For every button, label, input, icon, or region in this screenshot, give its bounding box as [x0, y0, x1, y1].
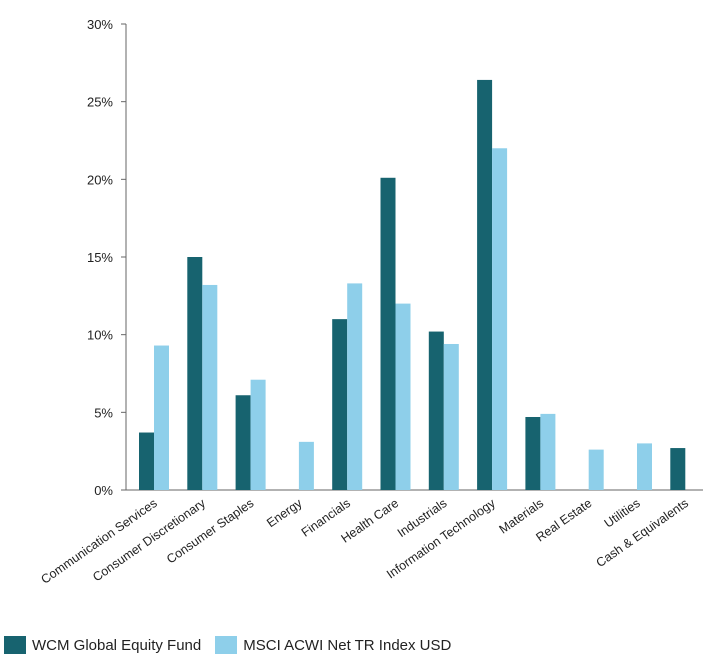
- bar-fund: [525, 416, 541, 490]
- chart-bars: [139, 79, 686, 491]
- y-tick-label: 25%: [87, 95, 113, 110]
- legend-label-index: MSCI ACWI Net TR Index USD: [243, 636, 452, 654]
- bar-index: [540, 413, 556, 490]
- bar-index: [588, 449, 604, 490]
- y-tick-label: 10%: [87, 328, 113, 343]
- legend-label-fund: WCM Global Equity Fund: [32, 636, 202, 654]
- chart-axes: 0% 5% 10% 15% 20% 25% 30%: [87, 17, 703, 498]
- bar-chart: 0% 5% 10% 15% 20% 25% 30% Communication Servic…: [38, 17, 703, 587]
- bar-fund: [477, 79, 493, 491]
- y-tick-label: 0%: [94, 483, 113, 498]
- legend-swatch-fund: [4, 636, 26, 654]
- bar-index: [250, 379, 266, 490]
- bar-index: [443, 343, 459, 490]
- legend-swatch-index: [215, 636, 238, 654]
- legend-item-index: MSCI ACWI Net TR Index USD: [215, 636, 451, 654]
- bar-index: [202, 284, 218, 490]
- y-tick-label: 30%: [87, 17, 113, 32]
- bar-fund: [670, 448, 686, 490]
- legend: WCM Global Equity Fund MSCI ACWI Net TR …: [4, 636, 465, 654]
- bar-fund: [380, 177, 396, 490]
- bar-fund: [332, 319, 348, 490]
- x-category-label: Utilities: [602, 496, 643, 531]
- bar-index: [347, 283, 363, 490]
- bar-index: [492, 148, 508, 490]
- bar-fund: [428, 331, 444, 490]
- bar-fund: [235, 395, 251, 490]
- x-category-label: Energy: [264, 496, 305, 531]
- bar-index: [395, 303, 411, 490]
- bar-index: [637, 443, 652, 490]
- bar-index: [154, 345, 169, 490]
- bar-fund: [187, 257, 203, 490]
- y-tick-label: 15%: [87, 250, 113, 265]
- bar-fund: [139, 432, 154, 490]
- bar-index: [298, 441, 314, 490]
- legend-item-fund: WCM Global Equity Fund: [4, 636, 201, 654]
- y-tick-label: 5%: [94, 405, 113, 420]
- y-tick-label: 20%: [87, 172, 113, 187]
- x-category-label: Consumer Staples: [164, 496, 256, 566]
